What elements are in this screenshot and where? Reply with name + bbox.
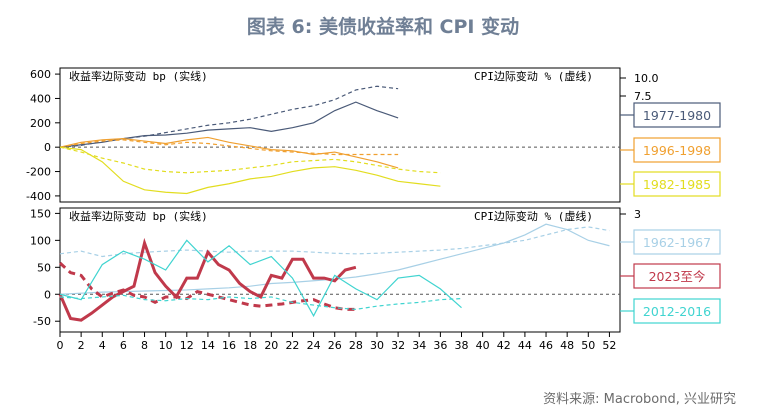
panel-2-x-tick-label: 42	[497, 339, 511, 352]
panel-1-series-1-dashed-line	[59, 85, 399, 148]
panel-1-y-tick-label: 0	[44, 141, 51, 154]
panel-1-frame	[59, 67, 621, 203]
panel-2-series-1-dashed-line	[59, 226, 610, 258]
panel-1-right-tick-label: 10.0	[634, 72, 659, 85]
panel-1-series-3-label: 1982-1985	[643, 177, 711, 192]
source-note: 资料来源: Macrobond, 兴业研究	[543, 392, 736, 407]
panel-2-series-1-solid-line	[59, 223, 610, 295]
panel-2-x-tick-label: 0	[57, 339, 64, 352]
panel-1-series-3-dashed-line	[59, 146, 441, 174]
panel-2-left-annotation: 收益率边际变动 bp (实线)	[69, 209, 208, 223]
panel-1-series-1-label: 1977-1980	[643, 108, 711, 123]
panel-1-y-tick-label: 600	[30, 68, 51, 81]
panel-1-series-1-label-box	[633, 102, 721, 128]
panel-1-series-3-label-box	[633, 171, 721, 197]
panel-2-series-2-dashed-line	[58, 261, 356, 311]
panel-1-y-tick-label: 400	[30, 92, 51, 105]
panel-2-x-tick-label: 48	[560, 339, 574, 352]
panel-2-series-2-solid-line	[58, 237, 357, 322]
panel-1-y-tick-label: 200	[30, 117, 51, 130]
panel-2-x-tick-label: 26	[328, 339, 342, 352]
panel-1-series-2-solid-line	[59, 136, 399, 169]
panel-2-x-tick-label: 6	[120, 339, 127, 352]
panel-2-series-1-label-box	[633, 229, 721, 255]
panel-2-x-tick-label: 8	[141, 339, 148, 352]
panel-2-y-tick-label: 50	[37, 261, 51, 274]
panel-2-y-tick-label: -50	[33, 315, 51, 328]
panel-2-series-2-label-box	[633, 263, 721, 289]
panel-1-right-annotation: CPI边际变动 % (虚线)	[474, 69, 593, 83]
panel-2-series-3-label-box	[633, 298, 721, 324]
panel-2-frame	[59, 207, 621, 333]
panel-2-series-3-dashed-line	[59, 294, 462, 310]
panel-2-x-tick-label: 34	[412, 339, 426, 352]
figure-title: 图表 6: 美债收益率和 CPI 变动	[246, 16, 520, 38]
panel-1-series-3-solid-line	[59, 146, 441, 195]
panel-2-y-tick-label: 150	[30, 207, 51, 220]
panel-2-x-tick-label: 10	[159, 339, 173, 352]
panel-2-right-tick-label: 3	[634, 208, 641, 221]
panel-2-x-tick-label: 50	[581, 339, 595, 352]
panel-2-y-tick-label: 0	[44, 288, 51, 301]
panel-2-x-tick-label: 16	[222, 339, 236, 352]
panel-2-series-1-label: 1962-1967	[643, 235, 711, 250]
panel-2-x-tick-label: 22	[285, 339, 299, 352]
panel-2-right-annotation: CPI边际变动 % (虚线)	[474, 209, 593, 223]
panel-1-right-tick-label: 7.5	[634, 90, 652, 103]
panel-1-series-2-label: 1996-1998	[643, 143, 711, 158]
panel-2-x-tick-label: 30	[370, 339, 384, 352]
panel-2-x-tick-label: 2	[78, 339, 85, 352]
panel-2-x-tick-label: 28	[349, 339, 363, 352]
panel-2-x-tick-label: 20	[264, 339, 278, 352]
panel-2-x-tick-label: 4	[99, 339, 106, 352]
panel-2-x-tick-label: 44	[518, 339, 532, 352]
panel-2-x-tick-label: 46	[539, 339, 553, 352]
panel-1-y-tick-label: -200	[26, 166, 51, 179]
panel-2-x-tick-label: 32	[391, 339, 405, 352]
panel-1-series-2-label-box	[633, 137, 721, 163]
panel-1-y-tick-label: -400	[26, 190, 51, 203]
panel-2-x-tick-label: 40	[476, 339, 490, 352]
panel-2-series-3-solid-line	[59, 239, 462, 318]
panel-2-x-tick-label: 12	[180, 339, 194, 352]
panel-1-series-2-dashed-line	[59, 139, 399, 156]
panel-2-series-2-label: 2023至今	[649, 269, 706, 284]
panel-2-y-tick-label: 100	[30, 234, 51, 247]
panel-2-x-tick-label: 18	[243, 339, 257, 352]
panel-1-left-annotation: 收益率边际变动 bp (实线)	[69, 69, 208, 83]
panel-2-x-tick-label: 38	[455, 339, 469, 352]
panel-2-x-tick-label: 14	[201, 339, 215, 352]
panel-2-x-tick-label: 52	[602, 339, 616, 352]
panel-2-x-tick-label: 36	[433, 339, 447, 352]
panel-2-x-tick-label: 24	[307, 339, 321, 352]
panel-2-series-3-label: 2012-2016	[643, 304, 711, 319]
